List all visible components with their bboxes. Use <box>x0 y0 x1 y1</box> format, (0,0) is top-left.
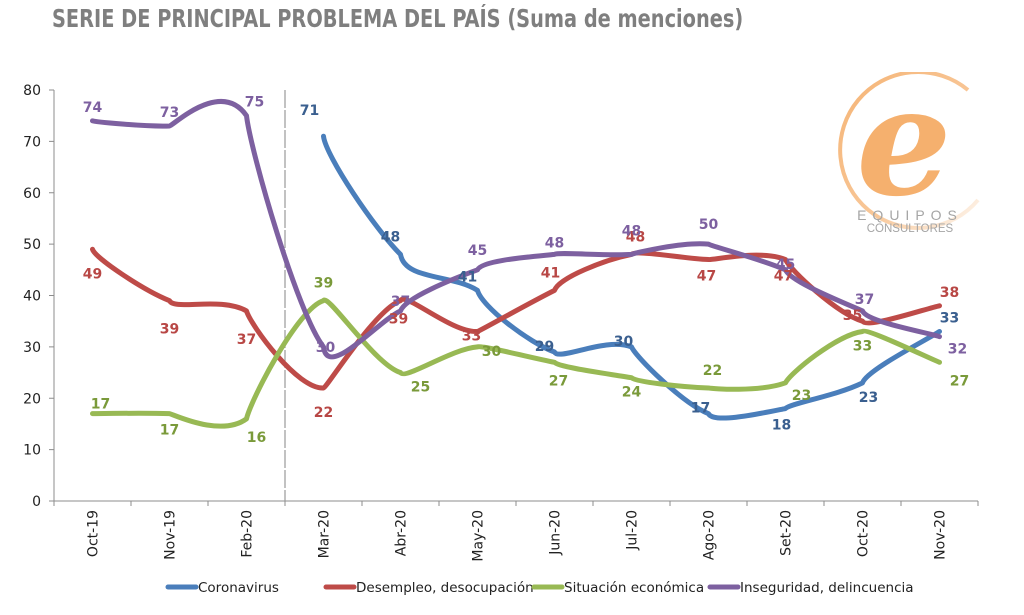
x-tick-label: Set-20 <box>779 510 795 556</box>
data-label: 24 <box>622 385 642 401</box>
data-label: 27 <box>549 373 568 389</box>
data-label: 50 <box>699 217 719 233</box>
data-label: 23 <box>859 390 878 406</box>
x-tick-label: May-20 <box>471 510 487 562</box>
data-label: 49 <box>83 266 102 282</box>
legend-item: Coronavirus <box>165 580 279 596</box>
data-label: 41 <box>458 269 477 285</box>
y-tick-label: 80 <box>23 83 41 99</box>
data-label: 38 <box>940 285 959 301</box>
legend-label: Desempleo, desocupación <box>356 580 534 596</box>
data-label: 47 <box>697 269 716 285</box>
data-label: 48 <box>545 235 564 251</box>
y-tick-label: 50 <box>23 237 41 253</box>
legend-item: Desempleo, desocupación <box>323 580 534 596</box>
y-tick-label: 60 <box>23 186 41 202</box>
logo-ring <box>838 70 980 230</box>
data-label: 18 <box>772 418 791 434</box>
series-line-3 <box>90 297 942 429</box>
data-label: 47 <box>774 269 793 285</box>
y-tick-label: 10 <box>23 443 41 459</box>
data-label: 30 <box>614 334 634 350</box>
chart-title: SERIE DE PRINCIPAL PROBLEMA DEL PAÍS (Su… <box>52 4 744 33</box>
data-label: 37 <box>391 294 410 310</box>
data-label: 37 <box>855 292 874 308</box>
data-label: 22 <box>703 363 722 379</box>
series-line-1 <box>321 133 942 421</box>
data-label: 74 <box>83 100 103 116</box>
data-label: 48 <box>626 229 645 245</box>
data-label: 71 <box>300 103 319 119</box>
data-label: 48 <box>622 223 641 239</box>
data-label: 30 <box>316 340 336 356</box>
data-label: 23 <box>792 388 811 404</box>
x-tick-label: Ago-20 <box>702 510 718 560</box>
legend-label: Coronavirus <box>198 580 279 596</box>
axes: 0 10 20 30 40 50 60 70 80 Oct-19 Nov-19 Feb-20 Mar-2… <box>23 83 979 562</box>
y-tick-label: 20 <box>23 391 41 407</box>
data-label: 39 <box>160 322 179 338</box>
data-label: 33 <box>462 328 481 344</box>
x-tick-label: Mar-20 <box>317 510 333 558</box>
data-label: 33 <box>940 310 959 326</box>
y-tick-label: 70 <box>23 134 41 150</box>
x-tick-label: Feb-20 <box>240 510 256 558</box>
x-tick-label: Nov-20 <box>933 510 949 560</box>
legend-item: Situación económica <box>531 580 704 596</box>
x-tick-label: Oct-20 <box>856 510 872 557</box>
data-label: 39 <box>314 276 333 292</box>
data-label: 17 <box>691 401 710 417</box>
data-label: 45 <box>468 243 487 259</box>
logo-line1: EQUIPOS <box>857 207 963 223</box>
logo-line2: CONSULTORES <box>867 223 954 235</box>
y-tick-label: 40 <box>23 289 41 305</box>
data-label: 35 <box>843 308 862 324</box>
legend-item: Inseguridad, delincuencia <box>707 580 914 596</box>
x-tick-label: Jul-20 <box>625 510 641 551</box>
data-label: 27 <box>950 373 969 389</box>
data-label: 25 <box>411 380 430 396</box>
data-label: 73 <box>160 105 179 121</box>
x-tick-label: Nov-19 <box>163 510 179 560</box>
data-label: 41 <box>541 265 560 281</box>
data-label: 16 <box>247 430 266 446</box>
y-tick-label: 0 <box>32 494 41 510</box>
y-tick-label: 30 <box>23 340 41 356</box>
data-label: 48 <box>381 229 400 245</box>
data-label: 37 <box>237 332 256 348</box>
x-tick-label: Oct-19 <box>86 510 102 557</box>
series-line-2 <box>90 246 942 391</box>
x-tick-label: Jun-20 <box>548 510 564 556</box>
legend: Coronavirus Desempleo, desocupación Situac… <box>165 580 914 596</box>
data-label: 17 <box>91 397 110 413</box>
equipos-logo: e EQUIPOS CONSULTORES <box>818 54 988 247</box>
legend-label: Inseguridad, delincuencia <box>740 580 914 596</box>
data-label: 39 <box>389 312 408 328</box>
x-tick-label: Abr-20 <box>394 510 410 556</box>
data-label: 45 <box>776 257 795 273</box>
data-label: 30 <box>482 344 502 360</box>
logo-letter: e <box>856 72 951 230</box>
data-label: 29 <box>535 339 554 355</box>
data-label: 22 <box>314 405 333 421</box>
series-lines <box>90 99 942 429</box>
data-label: 32 <box>948 342 967 358</box>
data-label: 17 <box>160 423 179 439</box>
series-line-4 <box>90 99 942 360</box>
legend-label: Situación económica <box>564 580 704 596</box>
data-label: 33 <box>853 338 872 354</box>
data-label: 75 <box>245 95 264 111</box>
